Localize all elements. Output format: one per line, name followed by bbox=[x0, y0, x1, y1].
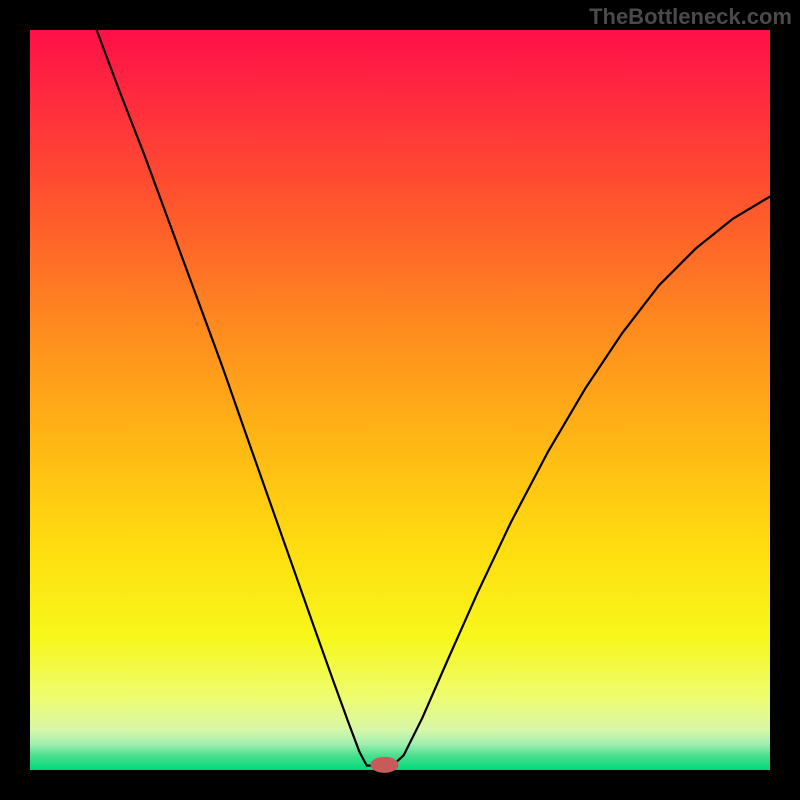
minimum-marker bbox=[370, 757, 398, 773]
chart-container: TheBottleneck.com bbox=[0, 0, 800, 800]
plot-background bbox=[30, 30, 770, 770]
chart-svg bbox=[0, 0, 800, 800]
watermark-text: TheBottleneck.com bbox=[589, 4, 792, 30]
